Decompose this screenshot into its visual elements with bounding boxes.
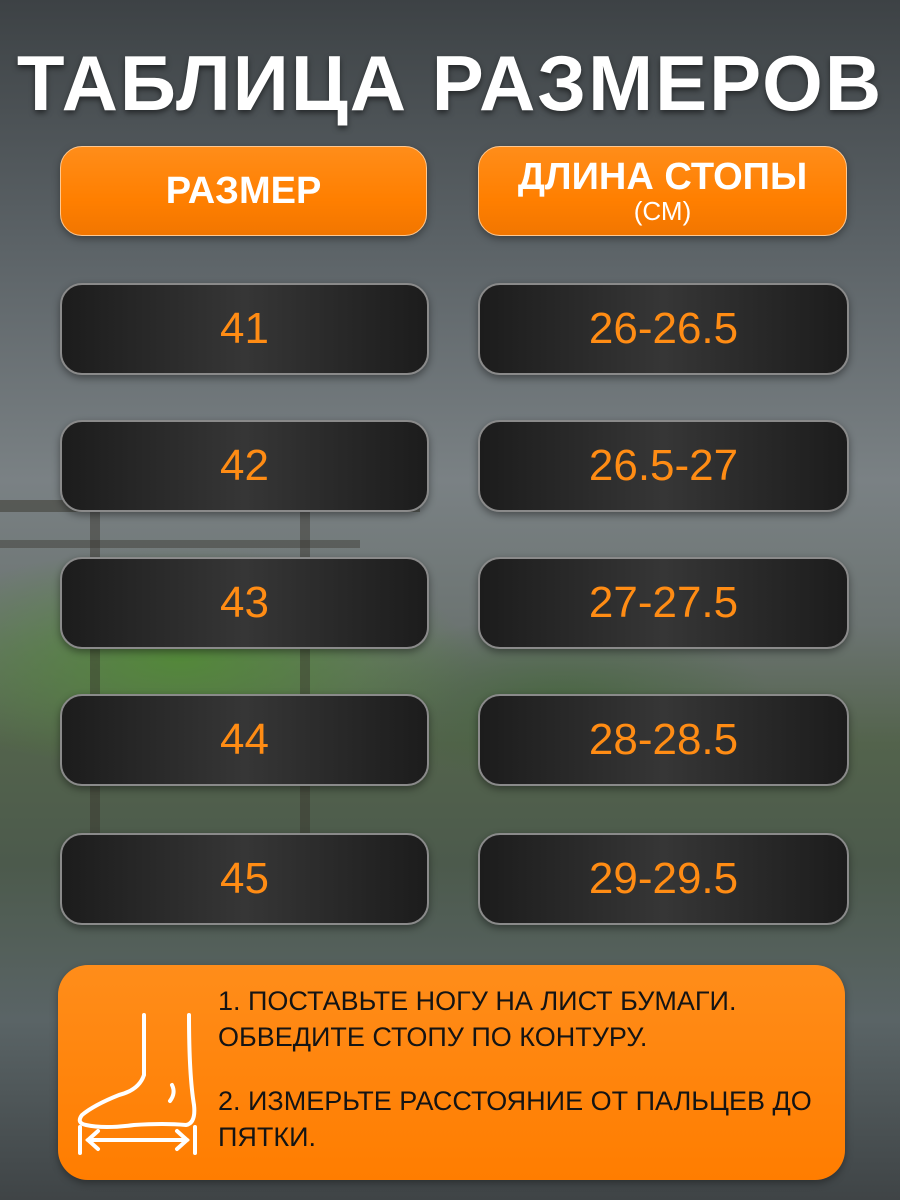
header-size: РАЗМЕР [60,146,427,236]
instructions-panel: 1. ПОСТАВЬТЕ НОГУ НА ЛИСТ БУМАГИ. ОБВЕДИ… [58,965,845,1180]
page-title: ТАБЛИЦА РАЗМЕРОВ [16,39,884,127]
page-title-container: ТАБЛИЦА РАЗМЕРОВ [0,38,900,128]
background-fence-rail [0,540,360,548]
size-cell: 45 [60,833,429,925]
size-cell: 41 [60,283,429,375]
size-cell: 44 [60,694,429,786]
length-cell: 26.5-27 [478,420,849,512]
header-length: ДЛИНА СТОПЫ (СМ) [478,146,847,236]
instructions-text: 1. ПОСТАВЬТЕ НОГУ НА ЛИСТ БУМАГИ. ОБВЕДИ… [218,983,833,1183]
header-size-label: РАЗМЕР [165,170,322,212]
length-cell: 28-28.5 [478,694,849,786]
foot-measure-icon [77,1013,197,1129]
size-cell: 43 [60,557,429,649]
length-cell: 29-29.5 [478,833,849,925]
length-cell: 27-27.5 [478,557,849,649]
length-cell: 26-26.5 [478,283,849,375]
instruction-step-1: 1. ПОСТАВЬТЕ НОГУ НА ЛИСТ БУМАГИ. ОБВЕДИ… [218,986,737,1052]
double-arrow-icon [78,1125,197,1155]
instruction-step-2: 2. ИЗМЕРЬТЕ РАССТОЯНИЕ ОТ ПАЛЬЦЕВ ДО ПЯТ… [218,1086,812,1152]
size-cell: 42 [60,420,429,512]
header-length-label: ДЛИНА СТОПЫ [517,156,808,198]
header-length-unit: (СМ) [633,196,692,226]
